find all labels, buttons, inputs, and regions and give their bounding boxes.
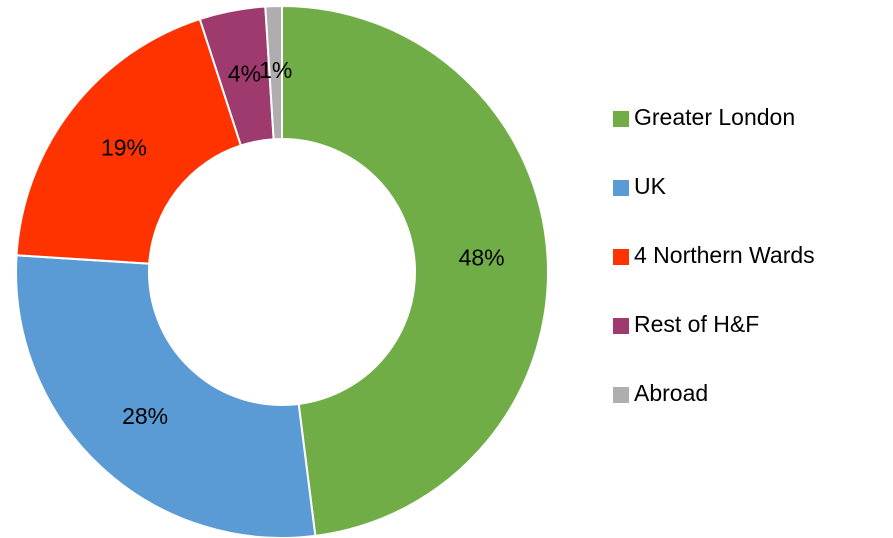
data-label: 4% <box>228 61 261 87</box>
legend-label: Rest of H&F <box>634 311 759 337</box>
data-label: 19% <box>101 134 147 160</box>
donut-segment <box>15 17 243 265</box>
data-label: 1% <box>259 57 292 83</box>
donut-segment <box>281 4 549 538</box>
legend-swatch <box>613 180 629 196</box>
legend-swatch <box>613 111 629 127</box>
legend-label: 4 Northern Wards <box>634 242 815 268</box>
data-label: 48% <box>459 245 505 271</box>
legend-label: Greater London <box>634 104 795 130</box>
legend-swatch <box>613 387 629 403</box>
donut-segment <box>15 254 317 538</box>
donut-segment <box>264 4 283 141</box>
legend-label: Abroad <box>634 380 708 406</box>
legend-swatch <box>613 249 629 265</box>
legend-label: UK <box>634 173 667 199</box>
legend-swatch <box>613 318 629 334</box>
data-label: 28% <box>122 403 168 429</box>
